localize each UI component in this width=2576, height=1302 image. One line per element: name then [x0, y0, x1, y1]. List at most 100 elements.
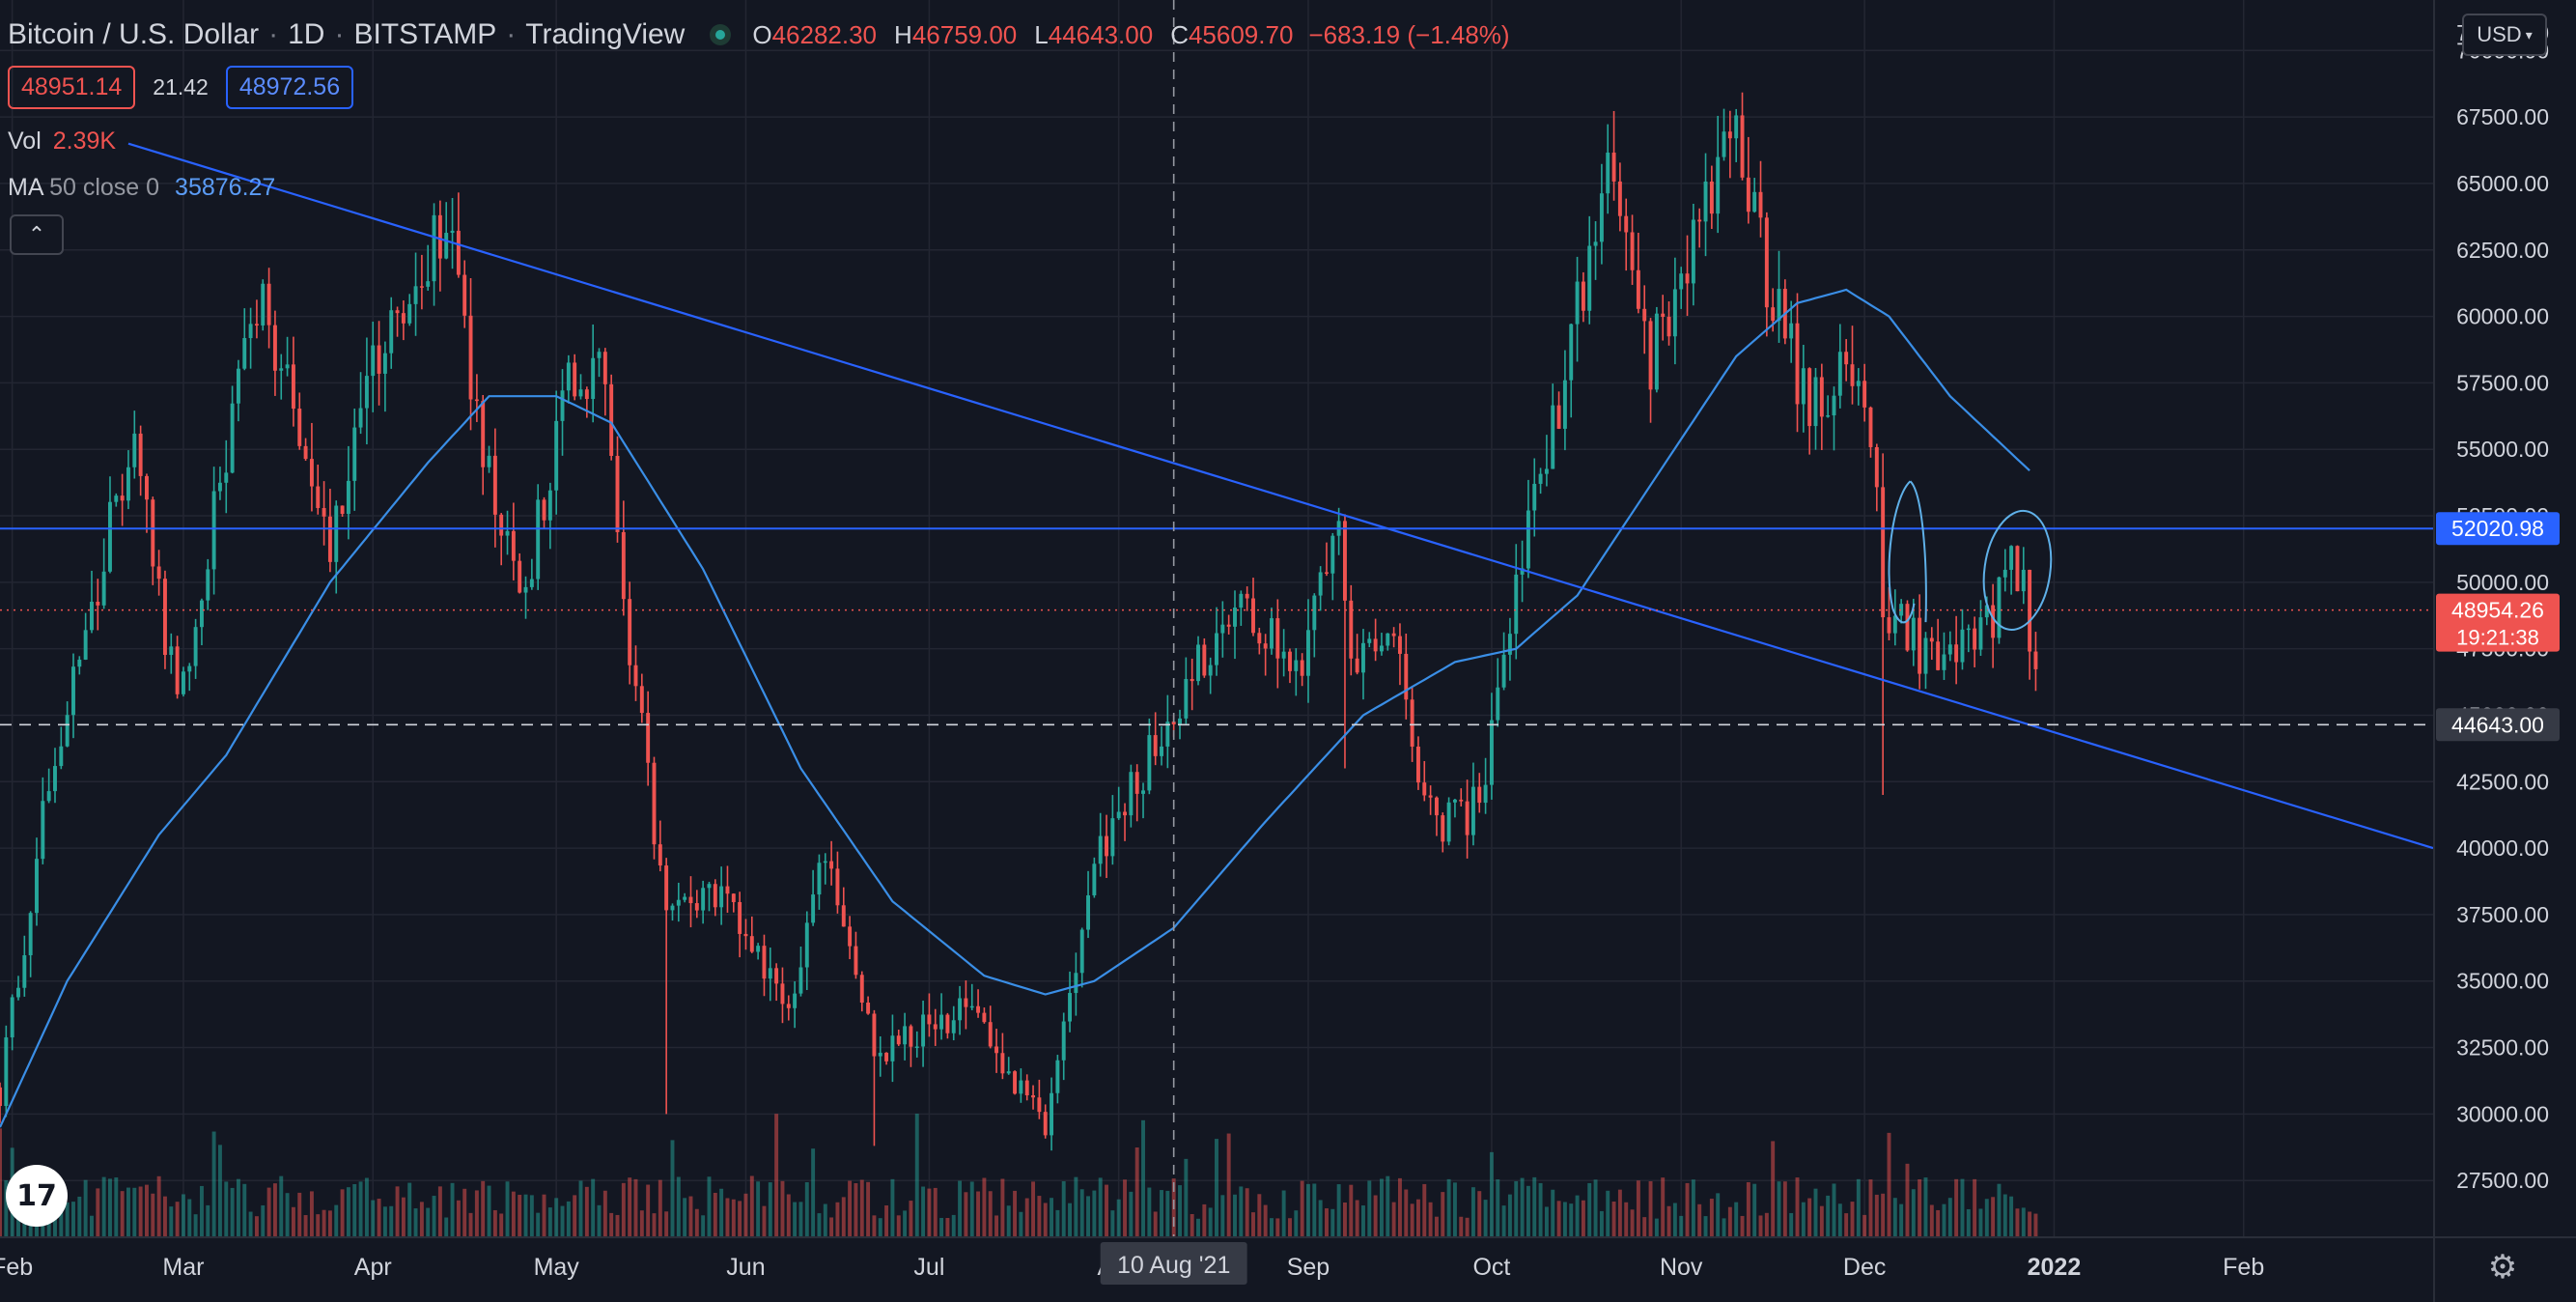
candle-body	[291, 364, 295, 410]
volume-legend[interactable]: Vol 2.39K	[8, 127, 117, 155]
volume-bar	[462, 1188, 467, 1236]
volume-bar	[468, 1212, 473, 1236]
volume-bar	[1844, 1213, 1849, 1236]
volume-bar	[199, 1185, 204, 1236]
tradingview-logo-icon[interactable]: 17	[6, 1165, 68, 1227]
volume-bar	[621, 1182, 626, 1236]
candle-body	[462, 274, 467, 316]
volume-bar	[1465, 1217, 1470, 1236]
sell-button[interactable]: 48951.14	[8, 66, 136, 109]
volume-bar	[53, 1217, 57, 1236]
volume-bar	[945, 1217, 950, 1236]
volume-bar	[1355, 1200, 1359, 1236]
collapse-legend-button[interactable]: ⌃	[10, 214, 64, 255]
volume-bar	[1697, 1203, 1702, 1236]
candle-body	[1312, 595, 1317, 631]
candle-body	[1954, 644, 1959, 663]
candle-body	[1624, 215, 1629, 233]
price-tick-label: 67500.00	[2456, 104, 2549, 129]
volume-bar	[175, 1202, 180, 1236]
volume-bar	[1617, 1189, 1622, 1236]
candle-body	[1984, 605, 1989, 618]
volume-bar	[554, 1198, 559, 1236]
volume-bar	[1477, 1191, 1482, 1236]
candle-body	[272, 325, 277, 371]
volume-bar	[1037, 1196, 1042, 1236]
candle-body	[1874, 446, 1879, 488]
buy-button[interactable]: 48972.56	[225, 66, 354, 109]
candle-body	[566, 362, 571, 391]
volume-bar	[419, 1202, 424, 1236]
candle-body	[780, 983, 785, 1005]
candle-body	[1593, 241, 1598, 246]
candle-body	[1129, 772, 1134, 816]
candle-body	[41, 801, 45, 860]
candle-body	[1360, 642, 1365, 673]
candle-body	[1153, 735, 1158, 756]
market-open-icon	[710, 24, 732, 45]
volume-bar	[1746, 1181, 1750, 1236]
candle-body	[1330, 535, 1335, 574]
drawing-overlays[interactable]	[0, 0, 2434, 1236]
volume-bar	[1098, 1177, 1103, 1236]
price-tick-label: 65000.00	[2456, 171, 2549, 196]
volume-bar	[859, 1179, 864, 1236]
candle-body	[211, 491, 216, 570]
symbol-title[interactable]: Bitcoin / U.S. Dollar	[8, 18, 260, 50]
candle-body	[866, 1003, 871, 1014]
candle-body	[96, 602, 100, 606]
volume-bar	[285, 1193, 290, 1236]
candle-body	[371, 345, 376, 377]
volume-bar	[573, 1195, 577, 1236]
candle-body	[639, 686, 644, 714]
volume-bar	[474, 1190, 479, 1236]
candle-body	[242, 338, 247, 369]
candle-body	[848, 926, 853, 947]
candle-body	[1685, 273, 1690, 284]
candle-body	[939, 1014, 944, 1030]
ma-legend[interactable]: MA 50 close 0 35876.27	[8, 174, 276, 201]
candle-body	[829, 861, 834, 869]
volume-bar	[1226, 1133, 1231, 1236]
candle-body	[903, 1026, 908, 1045]
candle-body	[499, 514, 504, 536]
volume-bar	[1593, 1179, 1598, 1236]
volume-bar	[340, 1189, 345, 1236]
currency-button[interactable]: USD ▾	[2462, 14, 2547, 56]
volume-bar	[1190, 1213, 1194, 1236]
volume-bar	[1263, 1204, 1268, 1236]
volume-bar	[786, 1194, 791, 1236]
candle-body	[1911, 617, 1916, 651]
volume-bar	[230, 1187, 235, 1236]
volume-bar	[169, 1206, 174, 1236]
interval-label[interactable]: 1D	[288, 18, 325, 50]
candle-body	[151, 499, 155, 567]
candle-body	[1306, 630, 1310, 676]
volume-bar	[756, 1181, 761, 1236]
volume-bar	[181, 1194, 185, 1236]
candle-body	[1697, 219, 1702, 222]
candle-body	[1526, 510, 1530, 569]
volume-bar	[1428, 1202, 1433, 1236]
volume-bar	[499, 1213, 504, 1236]
candle-body	[1434, 797, 1439, 816]
candle-body	[1587, 245, 1592, 311]
volume-bar	[1092, 1190, 1097, 1236]
volume-bar	[316, 1214, 321, 1236]
volume-bar	[2009, 1196, 2014, 1236]
candle-body	[407, 303, 412, 324]
candle-body	[1771, 307, 1776, 322]
volume-bar	[1685, 1182, 1690, 1236]
candle-body	[878, 1052, 882, 1057]
candle-body	[456, 230, 461, 275]
volume-bar	[156, 1175, 161, 1236]
volume-bar	[1947, 1198, 1952, 1236]
candle-body	[437, 214, 442, 259]
time-axis[interactable]: FebMarAprMayJunJulAugSepOctNovDec2022Feb…	[0, 1242, 2264, 1285]
candle-body	[1813, 377, 1818, 427]
gear-icon[interactable]: ⚙	[2487, 1249, 2518, 1286]
candle-body	[1441, 815, 1445, 842]
candle-body	[976, 1005, 981, 1013]
candle-body	[1819, 377, 1824, 417]
